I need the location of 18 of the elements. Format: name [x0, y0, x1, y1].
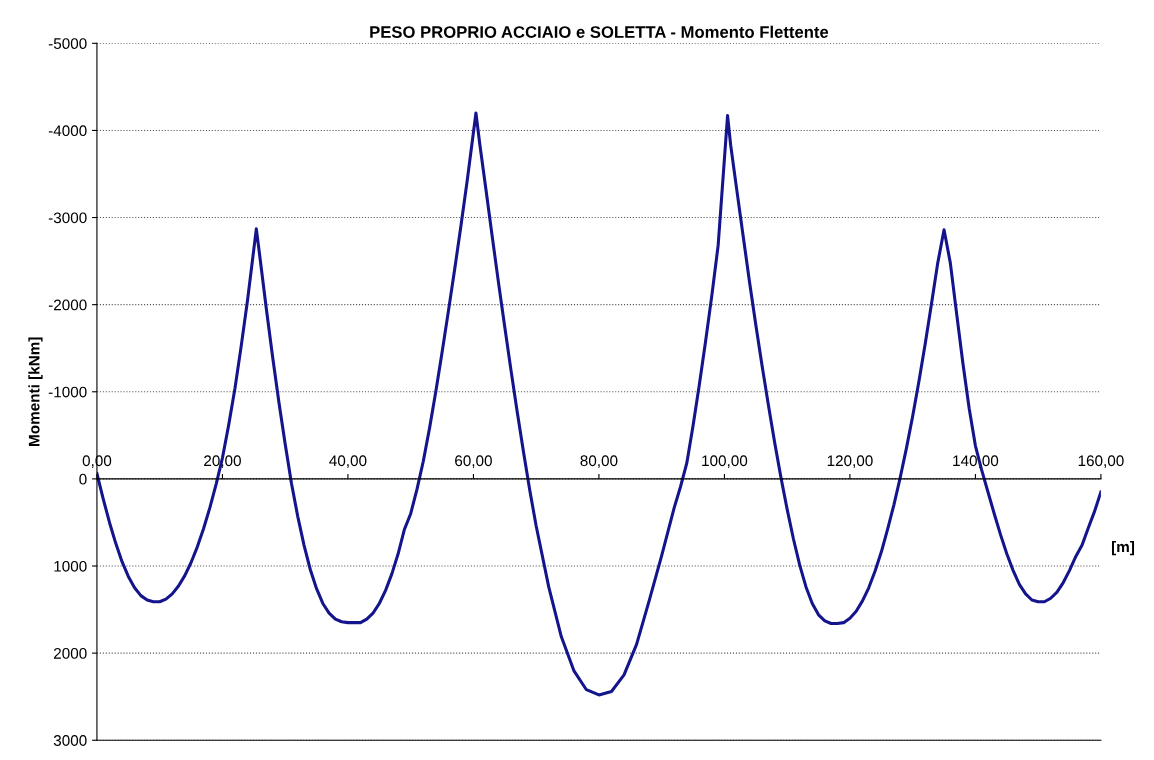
x-tick-label: 80,00 [580, 455, 618, 468]
chart-title: PESO PROPRIO ACCIAIO e SOLETTA - Momento Flettente [370, 25, 829, 38]
x-tick-label: 100,00 [702, 455, 748, 468]
y-tick-label: -1000 [48, 386, 87, 398]
x-tick-label: 40,00 [329, 455, 367, 468]
y-tick-label: 3000 [53, 735, 87, 746]
y-axis-title: Momenti [kNm] [28, 337, 43, 446]
x-tick-label: 120,00 [827, 455, 873, 468]
y-tick-label: 1000 [54, 560, 87, 572]
x-axis-title: [m] [1111, 541, 1135, 556]
y-tick-label: -2000 [48, 299, 87, 311]
y-tick-label: -5000 [48, 38, 87, 50]
y-tick-label: -3000 [48, 212, 87, 224]
y-tick-label: 2000 [54, 647, 87, 659]
y-tick-label: -4000 [48, 125, 87, 137]
x-tick-label: 60,00 [455, 455, 492, 468]
y-tick-label: 0 [79, 473, 87, 485]
x-tick-label: 160,00 [1078, 455, 1124, 468]
